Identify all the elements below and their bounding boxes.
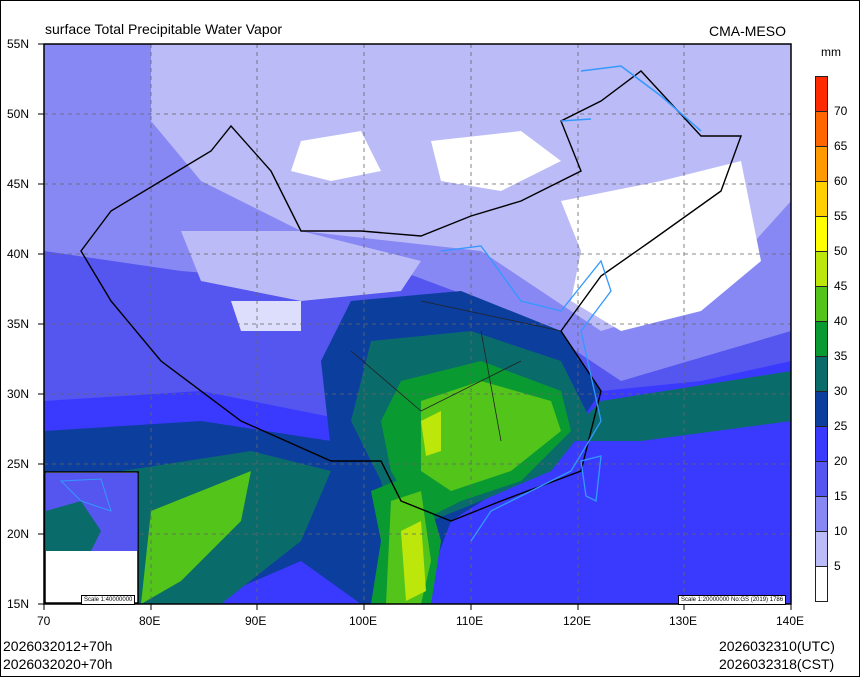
main-scale-label: Scale 1:20000000 No:GS (2019) 1786 [678,595,787,605]
colorbar-label: 65 [834,139,848,153]
colorbar-label: 20 [834,454,848,468]
lat-label: 15N [7,597,30,611]
lat-label: 45N [7,177,30,191]
colorbar-label: 60 [834,174,848,188]
colorbar-label: 35 [834,349,848,363]
lon-label: 140E [776,614,805,628]
inset-map [44,471,139,604]
lon-label: 70 [37,614,51,628]
colorbar-segment [815,461,828,497]
valid-time-utc: 2026032310(UTC) [719,638,835,654]
valid-time-cst: 2026032318(CST) [719,656,835,672]
colorbar-segment [815,426,828,462]
colorbar-label: 40 [834,314,848,328]
colorbar-label: 15 [834,489,848,503]
init-time-utc: 2026032012+70h [3,638,113,654]
colorbar-label: 45 [834,279,848,293]
init-time-cst: 2026032020+70h [3,656,113,672]
colorbar-segment [815,356,828,392]
lon-label: 130E [669,614,698,628]
colorbar-label: 30 [834,384,848,398]
colorbar-segment [815,76,828,112]
colorbar-label: 55 [834,209,848,223]
colorbar-segment [815,286,828,322]
lat-label: 40N [7,247,30,261]
colorbar-segment [815,496,828,532]
lat-label: 50N [7,107,30,121]
colorbar-segment [815,146,828,182]
lon-label: 80E [139,614,161,628]
colorbar-segment [815,216,828,252]
lat-label: 20N [7,527,30,541]
colorbar-segment [815,391,828,427]
colorbar-segment [815,111,828,147]
colorbar-segment [815,566,828,602]
colorbar-label: 25 [834,419,848,433]
colorbar-label: 50 [834,244,848,258]
unit-label: mm [821,45,841,59]
inset-scale-label: Scale 1:40000000 [81,595,136,605]
lat-label: 35N [7,317,30,331]
lon-label: 100E [349,614,378,628]
lat-label: 30N [7,387,30,401]
colorbar-segment [815,181,828,217]
lat-label: 55N [7,37,30,51]
colorbar-label: 70 [834,104,848,118]
lon-label: 110E [456,614,484,628]
colorbar-segment [815,251,828,287]
colorbar-label: 10 [834,524,848,538]
colorbar-label: 5 [834,559,841,573]
lat-label: 25N [7,457,30,471]
source-label: CMA-MESO [709,23,786,39]
map-title: surface Total Precipitable Water Vapor [45,21,283,37]
colorbar-segment [815,321,828,357]
colorbar-segment [815,531,828,567]
lon-label: 90E [245,614,267,628]
lon-label: 120E [563,614,592,628]
